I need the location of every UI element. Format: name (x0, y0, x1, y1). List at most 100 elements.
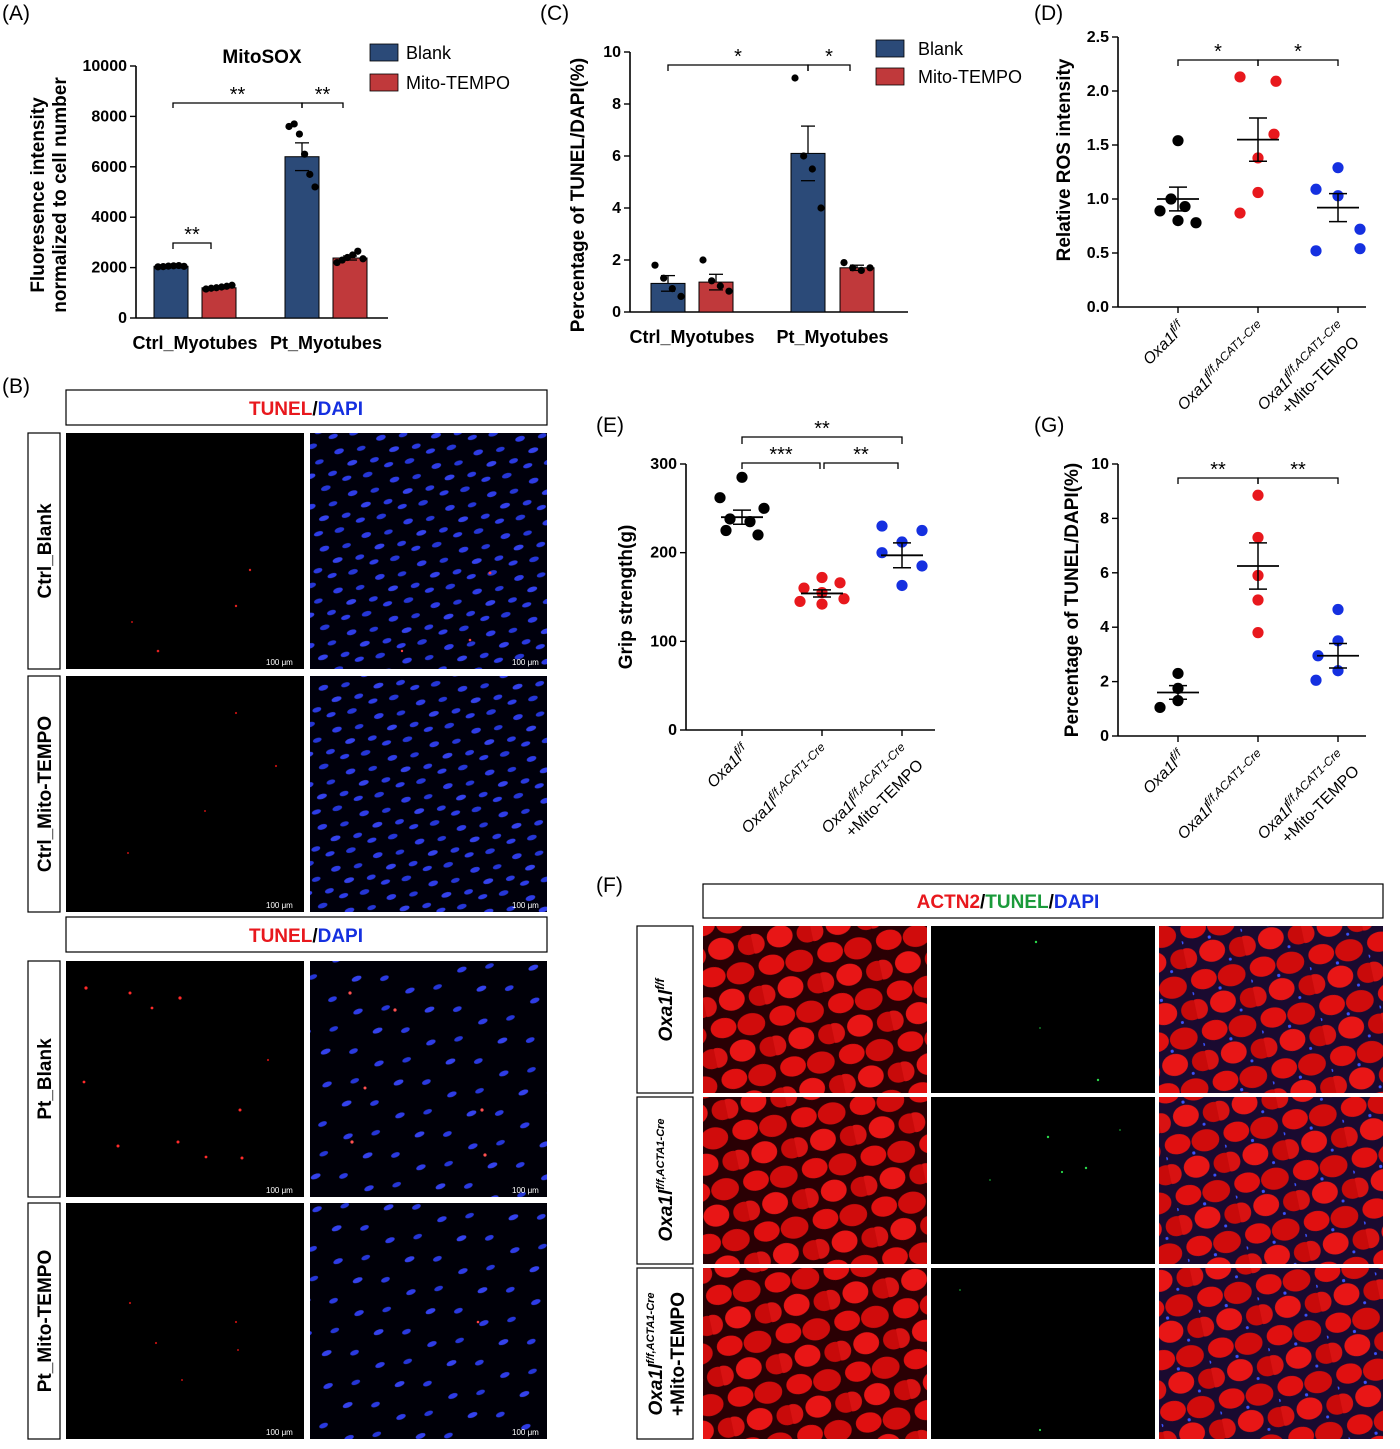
panel-e-ylabel: Grip strength(g) (616, 525, 637, 670)
data-point (306, 170, 314, 178)
data-point (1190, 217, 1202, 229)
y-tick-label: 200 (650, 545, 677, 562)
data-point (207, 284, 215, 292)
data-point (714, 492, 726, 504)
data-point (1252, 627, 1264, 639)
row-label-ctrl-mito: Ctrl_Mito-TEMPO (35, 716, 56, 872)
panel-f-letter: (F) (596, 874, 623, 897)
data-point (677, 292, 685, 300)
x-category-label: Oxa1lf/f,ACAT1-Cre (1172, 317, 1269, 414)
image-f1-tunel (931, 926, 1155, 1093)
data-point (896, 536, 908, 548)
scale-bar-label: 100 μm (266, 901, 293, 910)
data-point (1234, 71, 1246, 83)
data-point (1172, 695, 1184, 707)
scale-bar-label: 100 μm (266, 1186, 293, 1195)
data-point (1354, 243, 1366, 255)
y-tick-label: 8 (1100, 510, 1109, 527)
significance-bracket (172, 242, 212, 249)
y-tick-label: 8 (612, 96, 621, 113)
row-label-f3-line2: +Mito-TEMPO (668, 1292, 689, 1416)
data-point (1252, 594, 1264, 606)
panel-a-legend: Blank Mito-TEMPO (369, 43, 510, 93)
data-point (660, 274, 668, 282)
panel-b-header-box-2 (65, 916, 548, 953)
panel-a-letter: (A) (2, 2, 30, 25)
data-point (834, 577, 846, 589)
scale-bar-label: 100 μm (512, 1428, 539, 1437)
data-point (1154, 701, 1166, 714)
data-point (1332, 162, 1344, 174)
panel-a-plot: 0 2000 4000 6000 8000 10000 Ctrl_Myotubes Pt_My… (83, 58, 388, 353)
panel-e: (E) Grip strength(g) 0 100 200 300 Oxa1lf/fO… (596, 414, 935, 841)
data-point (228, 281, 236, 289)
panel-a-ylabel-2: normalized to cell number (50, 77, 71, 313)
panel-b-letter: (B) (2, 375, 30, 398)
bar-blank (153, 265, 189, 319)
x-category-label: Pt_Myotubes (270, 333, 382, 353)
panel-b: (B) TUNEL/DAPI TUNEL/DAPI Ctrl_Blank Ctr… (2, 375, 548, 1440)
y-tick-label: 300 (650, 456, 677, 473)
legend-swatch-mito (875, 67, 905, 86)
legend-label-blank: Blank (918, 39, 964, 59)
x-category-label: Ctrl_Myotubes (629, 327, 754, 347)
panel-b-header-box-1 (65, 389, 548, 426)
y-tick-label: 10 (1091, 456, 1109, 473)
data-point (354, 247, 362, 255)
panel-g-ylabel: Percentage of TUNEL/DAPI(%) (1062, 463, 1083, 737)
data-point (876, 547, 888, 559)
data-point (708, 277, 716, 285)
image-f3-tunel (931, 1268, 1155, 1439)
data-point (1310, 245, 1322, 257)
data-point (1268, 128, 1280, 140)
panel-d-ylabel: Relative ROS intensity (1054, 58, 1075, 261)
panel-b-header-2: TUNEL/DAPI (249, 926, 363, 947)
data-point (849, 264, 857, 272)
data-point (896, 579, 908, 592)
legend-swatch-mito (369, 73, 399, 92)
data-point (1172, 667, 1184, 680)
significance-mark: * (1294, 41, 1302, 63)
x-category-label: Oxa1lf/f,ACAT1-Cre (1172, 746, 1269, 843)
data-point (794, 595, 806, 608)
scale-bar-label: 100 μm (266, 658, 293, 667)
panel-c-plot: 0 2 4 6 8 10 Ctrl_Myotubes Pt_Myotubes * * (603, 44, 908, 347)
significance-bracket (807, 64, 851, 71)
panel-a: (A) MitoSOX Fluoresence intensity normal… (2, 2, 510, 353)
significance-mark: ** (315, 84, 331, 106)
significance-mark: ** (853, 444, 869, 466)
y-tick-label: 100 (650, 633, 677, 650)
image-f2-actn2 (703, 1097, 927, 1264)
y-tick-label: 1.0 (1087, 191, 1109, 208)
x-category-label: Oxa1lf/f (1137, 745, 1190, 798)
panel-g-letter: (G) (1034, 414, 1064, 437)
y-tick-label: 2.5 (1087, 29, 1109, 46)
data-point (725, 287, 733, 295)
panel-g-plot: 0246810Oxa1lf/fOxa1lf/f,ACAT1-CreOxa1lf/… (1091, 456, 1366, 847)
image-ctrl-mito-tunel: 100 μm (66, 676, 304, 912)
panel-a-title: MitoSOX (222, 47, 301, 68)
data-point (817, 204, 825, 212)
panel-f-header: ACTN2/TUNEL/DAPI (917, 892, 1100, 913)
data-point (699, 256, 707, 264)
image-f2-merge (1159, 1097, 1383, 1264)
data-point (301, 150, 309, 158)
data-point (1172, 215, 1184, 227)
scale-bar-label: 100 μm (512, 658, 539, 667)
data-point (651, 261, 659, 269)
data-point (359, 255, 367, 263)
row-label-pt-blank: Pt_Blank (35, 1038, 56, 1120)
significance-mark: ** (184, 224, 200, 246)
data-point (1310, 183, 1322, 195)
data-point (311, 183, 319, 191)
y-tick-label: 0 (612, 304, 621, 321)
significance-mark: * (825, 46, 833, 68)
data-point (736, 471, 748, 483)
image-f1-actn2 (703, 926, 927, 1093)
image-ctrl-blank-tunel: 100 μm (66, 433, 304, 669)
data-point (916, 560, 928, 572)
legend-label-mito: Mito-TEMPO (918, 67, 1022, 87)
significance-mark: ** (230, 84, 246, 106)
bar-blank (790, 152, 826, 313)
data-point (808, 165, 816, 173)
